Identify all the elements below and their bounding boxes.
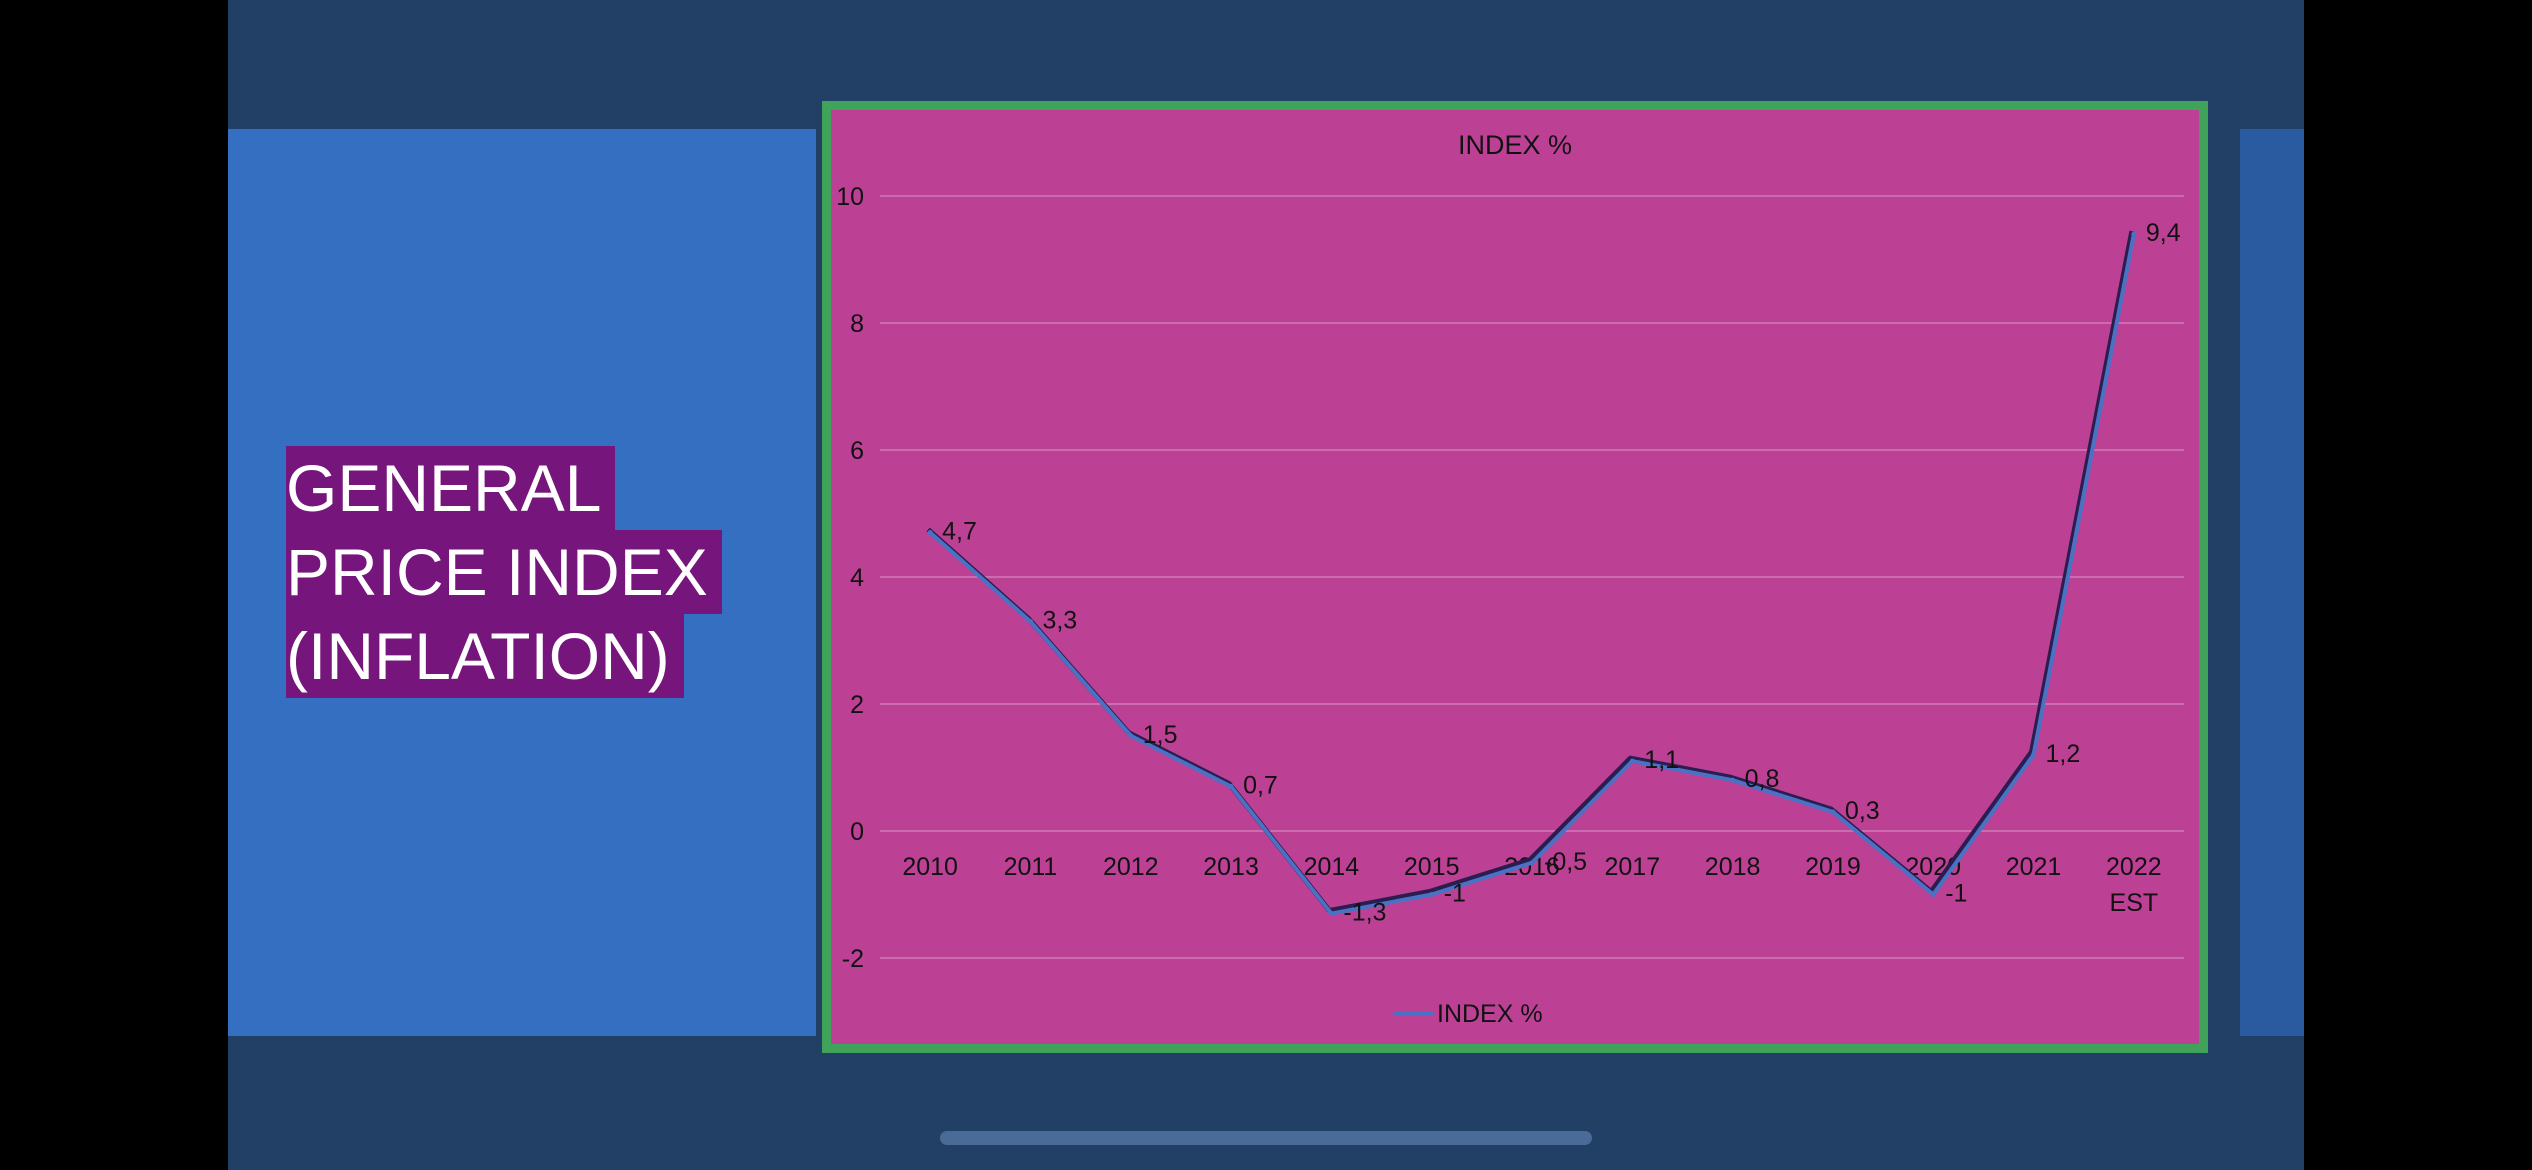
data-label: 4,7 xyxy=(942,518,977,546)
slide-title: GENERAL PRICE INDEX (INFLATION) xyxy=(286,446,722,698)
data-point xyxy=(927,530,933,536)
data-point xyxy=(1830,809,1836,815)
y-tick-label: 2 xyxy=(850,691,864,719)
slide-title-line-1: GENERAL xyxy=(286,446,616,530)
data-point xyxy=(1328,911,1334,917)
x-tick-label: 2014 xyxy=(1304,853,1360,881)
series-line-index xyxy=(928,233,2136,916)
chart-frame: INDEX % -2 0 2 4 6 8 10 2010 2011 2012 2013 2014 20… xyxy=(822,101,2208,1053)
data-label: 1,1 xyxy=(1644,746,1679,774)
y-tick-label: -2 xyxy=(842,945,864,973)
data-point xyxy=(1027,618,1033,624)
series-line-shadow xyxy=(926,230,2135,914)
data-label: 0,7 xyxy=(1243,772,1278,800)
legend-label: INDEX % xyxy=(1437,1000,1543,1028)
x-tick-label: 2017 xyxy=(1604,853,1660,881)
data-label: -1,3 xyxy=(1343,899,1386,927)
data-label: 1,5 xyxy=(1143,721,1178,749)
x-tick-label: 2019 xyxy=(1805,853,1861,881)
y-tick-label: 4 xyxy=(850,564,864,592)
horizontal-scrollbar[interactable] xyxy=(940,1131,1592,1145)
x-tick-label: 2012 xyxy=(1103,853,1159,881)
data-point xyxy=(2031,752,2037,758)
x-tick-label: 2022 EST xyxy=(2106,853,2162,917)
data-point xyxy=(1730,777,1736,783)
right-panel xyxy=(2240,129,2304,1036)
y-tick-label: 0 xyxy=(850,818,864,846)
y-tick-label: 6 xyxy=(850,437,864,465)
data-label: 3,3 xyxy=(1042,606,1077,634)
y-tick-label: 8 xyxy=(850,310,864,338)
data-point xyxy=(1128,733,1134,739)
data-label: 1,2 xyxy=(2046,740,2081,768)
data-label: -1 xyxy=(1945,880,1967,908)
x-tick-label: 2018 xyxy=(1705,853,1761,881)
data-point xyxy=(1429,892,1435,897)
data-point xyxy=(1529,860,1535,866)
x-tick-label: 2013 xyxy=(1203,853,1259,881)
x-tick-label: 2015 xyxy=(1404,853,1460,881)
inflation-line-chart: INDEX % -2 0 2 4 6 8 10 2010 2011 2012 2013 2014 20… xyxy=(836,130,2184,1028)
chart-title: INDEX % xyxy=(1458,130,1572,160)
data-label: 0,3 xyxy=(1845,797,1880,825)
y-tick-label: 10 xyxy=(836,183,864,211)
data-label: 9,4 xyxy=(2146,219,2181,247)
x-tick-label: 2011 xyxy=(1004,853,1058,881)
data-point xyxy=(1629,758,1635,764)
slide-title-line-2: PRICE INDEX xyxy=(286,530,722,614)
data-point xyxy=(1228,784,1234,790)
x-tick-label: 2010 xyxy=(902,853,958,881)
data-point xyxy=(1930,892,1936,897)
data-point xyxy=(2131,231,2137,237)
data-label: 0,8 xyxy=(1745,765,1780,793)
data-label: -0,5 xyxy=(1544,848,1587,876)
data-label: -1 xyxy=(1444,880,1466,908)
slide-title-line-3: (INFLATION) xyxy=(286,614,684,698)
x-tick-label: 2021 xyxy=(2006,853,2062,881)
